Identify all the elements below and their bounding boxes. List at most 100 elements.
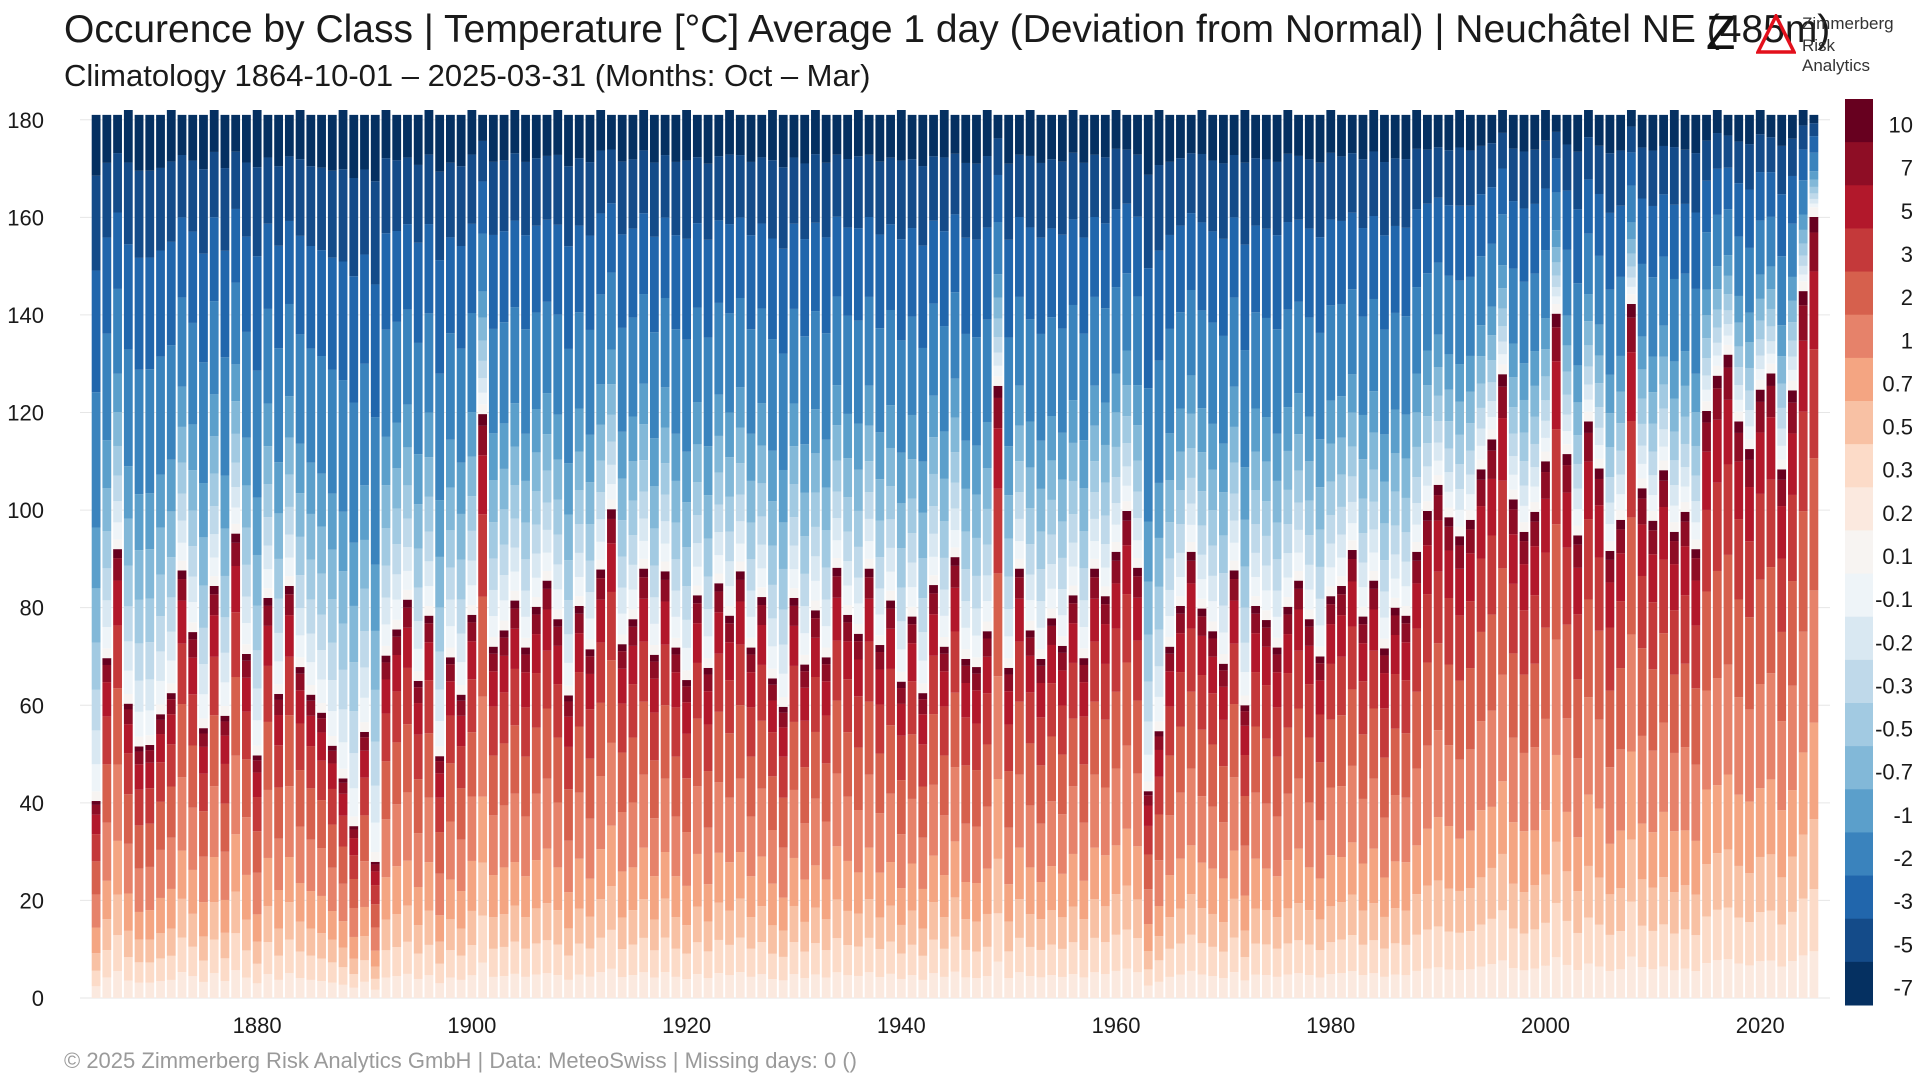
bar-segment bbox=[531, 974, 541, 998]
bar-segment bbox=[1723, 464, 1733, 555]
bar-segment bbox=[1562, 920, 1572, 965]
bar-segment bbox=[1530, 149, 1540, 204]
bar-segment bbox=[1122, 929, 1132, 969]
bar-segment bbox=[1079, 648, 1089, 659]
bar-segment bbox=[982, 744, 992, 807]
bar-segment bbox=[231, 933, 241, 971]
bar-segment bbox=[1068, 974, 1078, 998]
bar-segment bbox=[1594, 630, 1604, 720]
bar-segment bbox=[682, 953, 691, 979]
bar-segment bbox=[1100, 604, 1110, 625]
bar-segment bbox=[961, 569, 971, 602]
bar-segment bbox=[1380, 976, 1389, 998]
bar-segment bbox=[864, 541, 874, 559]
bar-segment bbox=[864, 518, 874, 542]
bar-segment bbox=[875, 520, 885, 558]
bar-segment bbox=[553, 459, 563, 500]
bar-segment bbox=[1637, 478, 1647, 489]
bar-segment bbox=[1777, 383, 1787, 408]
bar-segment bbox=[284, 557, 294, 577]
bar-segment bbox=[145, 257, 155, 370]
bar-segment bbox=[768, 732, 777, 777]
bar-segment bbox=[907, 606, 917, 617]
bar-segment bbox=[1777, 506, 1787, 559]
bar-segment bbox=[1659, 446, 1668, 461]
bar-segment bbox=[585, 818, 595, 879]
bar-segment bbox=[961, 683, 971, 718]
bar-segment bbox=[1347, 626, 1357, 690]
bar-segment bbox=[435, 556, 445, 608]
bar-segment bbox=[1143, 521, 1153, 582]
bar-segment bbox=[982, 319, 992, 422]
bar-segment bbox=[521, 235, 530, 330]
bar-segment bbox=[1745, 965, 1754, 998]
bar-segment bbox=[306, 662, 316, 685]
bar-segment bbox=[370, 181, 380, 285]
bar-segment bbox=[338, 846, 348, 884]
bar-segment bbox=[1165, 522, 1175, 559]
bar-segment bbox=[735, 217, 745, 298]
bar-segment bbox=[446, 599, 455, 627]
bar-segment bbox=[617, 478, 627, 521]
bar-segment bbox=[1433, 730, 1443, 818]
bar-segment bbox=[982, 631, 992, 639]
bar-segment bbox=[1669, 204, 1679, 279]
bar-segment bbox=[1455, 434, 1464, 464]
bar-segment bbox=[1068, 152, 1078, 220]
bar-segment bbox=[649, 919, 659, 951]
bar-segment bbox=[1197, 408, 1207, 453]
bar-segment bbox=[628, 159, 638, 229]
bar-segment bbox=[1476, 428, 1486, 446]
bar-segment bbox=[1154, 936, 1164, 961]
bar-segment bbox=[929, 655, 938, 715]
bar-segment bbox=[1659, 811, 1668, 878]
bar-segment bbox=[1122, 662, 1132, 746]
bar-segment bbox=[585, 235, 595, 330]
bar-segment bbox=[1251, 451, 1261, 491]
bar-segment bbox=[1261, 868, 1271, 911]
bar-segment bbox=[1412, 110, 1422, 149]
bar-segment bbox=[1777, 479, 1787, 507]
bar-segment bbox=[370, 417, 380, 565]
bar-segment bbox=[113, 580, 122, 626]
bar-segment bbox=[1519, 531, 1529, 542]
bar-segment bbox=[381, 761, 391, 820]
bar-segment bbox=[1015, 937, 1024, 973]
bar-segment bbox=[327, 369, 337, 494]
bar-segment bbox=[1294, 778, 1303, 849]
bar-segment bbox=[1036, 823, 1046, 883]
bar-segment bbox=[102, 530, 112, 569]
bar-segment bbox=[832, 899, 842, 939]
bar-segment bbox=[1143, 174, 1153, 269]
bar-segment bbox=[1712, 110, 1722, 134]
bar-segment bbox=[628, 684, 638, 738]
bar-segment bbox=[692, 307, 702, 403]
bar-segment bbox=[370, 927, 380, 951]
bar-segment bbox=[306, 928, 316, 956]
bar-segment bbox=[1530, 663, 1540, 748]
logo-mark: Z bbox=[1706, 7, 1736, 60]
x-axis: 1880 1900 1920 1940 1960 1980 2000 2020 bbox=[233, 1013, 1785, 1038]
bar-segment bbox=[1498, 781, 1507, 854]
bar-segment bbox=[521, 756, 530, 817]
bar-segment bbox=[403, 570, 412, 590]
bar-segment bbox=[1594, 145, 1604, 194]
bar-segment bbox=[1390, 312, 1400, 410]
bar-segment bbox=[306, 246, 316, 349]
bar-segment bbox=[886, 571, 895, 591]
bar-segment bbox=[1551, 327, 1561, 362]
bar-segment bbox=[317, 650, 326, 680]
bar-segment bbox=[1734, 411, 1744, 422]
bar-segment bbox=[1015, 568, 1024, 578]
bar-segment bbox=[370, 630, 380, 690]
bar-segment bbox=[1777, 469, 1787, 480]
bar-segment bbox=[488, 653, 498, 672]
bar-segment bbox=[1809, 186, 1819, 194]
bar-segment bbox=[553, 944, 563, 976]
bar-segment bbox=[1229, 297, 1239, 387]
bar-segment bbox=[875, 557, 885, 589]
bar-segment bbox=[961, 658, 971, 666]
bar-segment bbox=[1369, 552, 1379, 571]
bar-segment bbox=[1508, 201, 1518, 269]
bar-segment bbox=[1283, 553, 1293, 578]
